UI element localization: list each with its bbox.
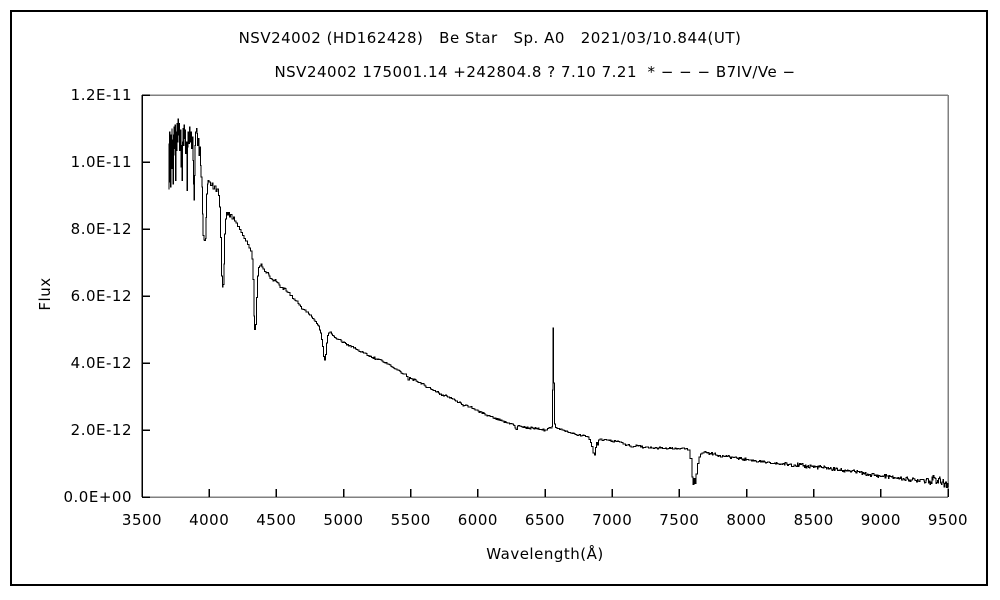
y-tick-label: 0.0E+00 xyxy=(63,488,132,506)
x-tick-label: 8000 xyxy=(726,511,767,529)
x-tick-label: 7000 xyxy=(592,511,633,529)
y-tick-label: 1.0E-11 xyxy=(70,153,132,171)
x-tick-label: 4500 xyxy=(256,511,297,529)
y-tick-label: 2.0E-12 xyxy=(70,421,132,439)
x-tick-label: 6500 xyxy=(524,511,566,529)
y-tick-label: 1.2E-11 xyxy=(70,86,132,104)
x-tick-label: 8500 xyxy=(793,511,834,529)
y-tick-label: 4.0E-12 xyxy=(70,354,132,372)
x-tick-label: 9500 xyxy=(927,511,969,529)
chart-subtitle: NSV24002 175001.14 +242804.8 ? 7.10 7.21… xyxy=(274,63,796,81)
x-tick-label: 4000 xyxy=(189,511,230,529)
x-tick-label: 7500 xyxy=(659,511,700,529)
spectrum-line xyxy=(168,118,949,488)
y-tick-label: 6.0E-12 xyxy=(70,287,132,305)
x-tick-label: 5000 xyxy=(323,511,364,529)
x-axis-label: Wavelength(Å) xyxy=(486,545,604,563)
chart-title: NSV24002 (HD162428) Be Star Sp. A0 2021/… xyxy=(238,29,742,47)
y-tick-label: 8.0E-12 xyxy=(70,220,132,238)
x-tick-label: 5500 xyxy=(390,511,431,529)
x-tick-label: 3500 xyxy=(121,511,163,529)
x-tick-label: 9000 xyxy=(860,511,901,529)
outer-border xyxy=(10,10,988,586)
x-tick-label: 6000 xyxy=(457,511,498,529)
